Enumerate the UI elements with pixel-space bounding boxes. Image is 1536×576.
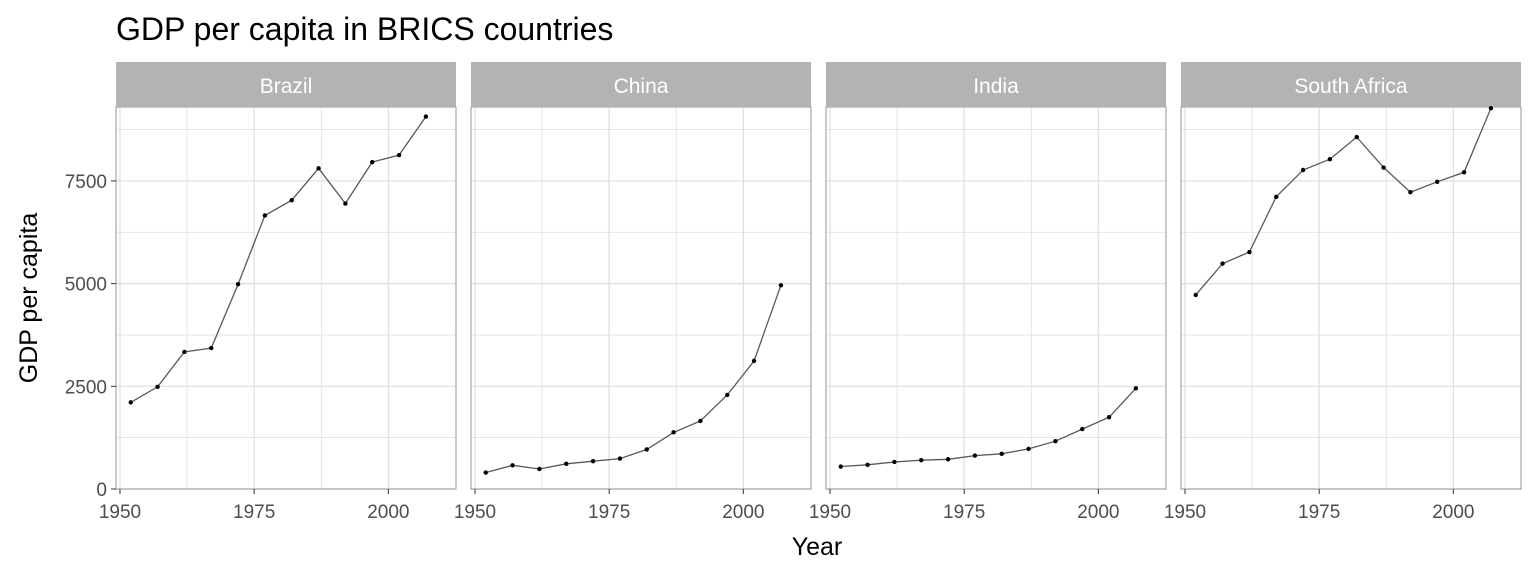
data-point bbox=[483, 470, 488, 475]
data-point bbox=[1106, 415, 1112, 420]
x-tick-label: 1950 bbox=[99, 502, 141, 523]
data-point bbox=[343, 201, 348, 206]
data-point bbox=[725, 392, 730, 398]
data-point bbox=[1026, 446, 1031, 452]
data-point bbox=[396, 152, 402, 158]
data-point bbox=[262, 213, 268, 218]
facet-strip-label: Brazil bbox=[260, 75, 313, 98]
x-tick-label: 2000 bbox=[722, 502, 764, 523]
data-point bbox=[1354, 134, 1359, 140]
facet-panels: Brazil 1950 1975 2000 0 2500 5000 7500 China 1950… bbox=[65, 62, 1522, 523]
panel-border bbox=[115, 106, 457, 490]
facet-panel: South Africa 1950 1975 2000 bbox=[1164, 62, 1522, 523]
data-point bbox=[209, 345, 214, 351]
data-point bbox=[644, 447, 649, 452]
data-point bbox=[1408, 189, 1413, 195]
data-point bbox=[999, 451, 1004, 457]
x-tick-label: 2000 bbox=[1077, 502, 1119, 523]
panel-border bbox=[470, 106, 812, 490]
y-tick-label: 0 bbox=[96, 480, 107, 501]
x-tick-label: 2000 bbox=[1432, 502, 1474, 523]
data-point bbox=[1193, 292, 1198, 298]
data-point bbox=[1220, 261, 1225, 266]
y-axis-title: GDP per capita bbox=[15, 213, 43, 384]
series-line bbox=[130, 116, 427, 403]
data-point bbox=[972, 453, 978, 458]
data-point bbox=[1381, 165, 1386, 170]
facet-strip-label: South Africa bbox=[1294, 75, 1408, 98]
facet-panel: Brazil 1950 1975 2000 0 2500 5000 7500 bbox=[65, 62, 457, 523]
data-point bbox=[1488, 106, 1494, 111]
x-tick-label: 1950 bbox=[809, 502, 851, 523]
data-point bbox=[865, 462, 870, 467]
data-point bbox=[128, 400, 133, 405]
facet-strip bbox=[471, 62, 811, 107]
data-point bbox=[617, 456, 623, 461]
x-tick-label: 1950 bbox=[1164, 502, 1206, 523]
data-point bbox=[698, 418, 703, 424]
data-point bbox=[510, 463, 515, 468]
data-point bbox=[155, 384, 160, 390]
y-tick-label: 2500 bbox=[65, 377, 107, 398]
data-point bbox=[919, 458, 924, 463]
facet-panel: China 1950 1975 2000 bbox=[454, 62, 812, 523]
data-point bbox=[289, 197, 294, 203]
y-tick-label: 7500 bbox=[65, 172, 107, 193]
chart-title: GDP per capita in BRICS countries bbox=[116, 11, 613, 47]
facet-strip bbox=[826, 62, 1166, 107]
data-point bbox=[1435, 179, 1440, 184]
x-tick-label: 1975 bbox=[1298, 502, 1340, 523]
series-line bbox=[485, 285, 782, 474]
data-point bbox=[945, 457, 951, 462]
data-point bbox=[1327, 157, 1333, 162]
data-point bbox=[235, 281, 241, 287]
data-point bbox=[316, 166, 321, 171]
facet-strip-label: China bbox=[614, 75, 669, 98]
y-tick-label: 5000 bbox=[65, 275, 107, 296]
facet-panel: India 1950 1975 2000 bbox=[809, 62, 1167, 523]
data-point bbox=[564, 461, 569, 467]
data-point bbox=[1274, 194, 1279, 199]
facet-strip-label: India bbox=[973, 75, 1019, 98]
data-point bbox=[1300, 167, 1306, 173]
data-point bbox=[671, 430, 676, 435]
x-tick-label: 2000 bbox=[367, 502, 409, 523]
x-tick-label: 1950 bbox=[454, 502, 496, 523]
facet-strip bbox=[1181, 62, 1521, 107]
data-point bbox=[1133, 386, 1139, 391]
data-point bbox=[370, 159, 375, 165]
panel-border bbox=[825, 106, 1167, 490]
x-tick-label: 1975 bbox=[943, 502, 985, 523]
data-point bbox=[537, 466, 542, 472]
x-axis-title: Year bbox=[792, 533, 843, 561]
series-line bbox=[1195, 107, 1492, 296]
x-tick-label: 1975 bbox=[588, 502, 630, 523]
series-line bbox=[840, 387, 1137, 468]
data-point bbox=[838, 464, 843, 469]
data-point bbox=[423, 114, 429, 119]
data-point bbox=[590, 458, 596, 464]
facet-strip bbox=[116, 62, 456, 107]
data-point bbox=[1461, 170, 1467, 175]
data-point bbox=[1080, 426, 1085, 432]
x-tick-label: 1975 bbox=[233, 502, 275, 523]
data-point bbox=[778, 283, 784, 288]
data-point bbox=[892, 459, 897, 465]
panel-border bbox=[1180, 106, 1522, 490]
data-point bbox=[751, 358, 757, 364]
data-point bbox=[1247, 249, 1252, 255]
data-point bbox=[182, 349, 187, 355]
data-point bbox=[1053, 438, 1058, 444]
